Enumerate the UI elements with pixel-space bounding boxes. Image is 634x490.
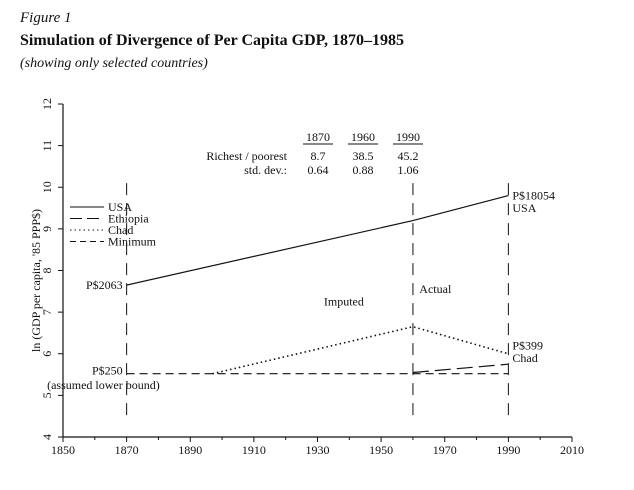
annotation-assumed-lower-bound: (assumed lower bound): [47, 378, 160, 392]
y-tick-label-4: 4: [40, 434, 54, 440]
table-header-1960: 1960: [351, 130, 375, 144]
x-tick-label-1990: 1990: [496, 443, 520, 457]
x-tick-label-1970: 1970: [433, 443, 457, 457]
table-header-1870: 1870: [306, 130, 330, 144]
annotation-actual: Actual: [419, 282, 452, 296]
x-tick-label-1950: 1950: [369, 443, 393, 457]
annotation-p-2063: P$2063: [86, 278, 123, 292]
legend-label-ethiopia: Ethiopia: [108, 212, 149, 226]
figure-title: Simulation of Divergence of Per Capita G…: [20, 32, 404, 49]
table-cell-0-1: 38.5: [353, 149, 374, 163]
series-line-usa: [126, 195, 509, 286]
legend-label-usa: USA: [108, 200, 132, 214]
table-cell-0-0: 8.7: [311, 149, 326, 163]
annotation-p-399: P$399: [512, 338, 543, 352]
x-tick-label-1870: 1870: [115, 443, 139, 457]
figure-label: Figure 1: [20, 10, 72, 26]
table-row-label-0: Richest / poorest: [206, 149, 287, 163]
legend-label-minimum: Minimum: [108, 235, 157, 249]
table-header-1990: 1990: [396, 130, 420, 144]
y-tick-label-7: 7: [40, 309, 54, 315]
table-row-label-1: std. dev.:: [244, 163, 287, 177]
figure-subtitle: (showing only selected countries): [20, 56, 208, 71]
annotation-usa: USA: [512, 201, 536, 215]
annotation-p-18054: P$18054: [512, 189, 555, 203]
table-cell-0-2: 45.2: [398, 149, 419, 163]
y-tick-label-9: 9: [40, 226, 54, 232]
annotation-imputed: Imputed: [324, 295, 364, 309]
y-tick-label-5: 5: [40, 392, 54, 398]
series-line-ethiopia: [412, 363, 509, 374]
legend-label-chad: Chad: [108, 223, 133, 237]
y-tick-label-8: 8: [40, 268, 54, 274]
series-line-chad: [212, 325, 509, 375]
x-tick-label-1910: 1910: [242, 443, 266, 457]
x-tick-label-1930: 1930: [306, 443, 330, 457]
annotation-chad: Chad: [512, 351, 537, 365]
table-cell-1-0: 0.64: [308, 163, 329, 177]
x-tick-label-1890: 1890: [178, 443, 202, 457]
y-axis-label: ln (GDP per capita, '85 PPP$): [29, 209, 43, 352]
y-tick-label-10: 10: [40, 181, 54, 193]
annotation-p-250: P$250: [92, 363, 123, 377]
x-tick-label-2010: 2010: [560, 443, 584, 457]
y-tick-label-6: 6: [40, 351, 54, 357]
table-cell-1-2: 1.06: [398, 163, 419, 177]
x-tick-label-1850: 1850: [51, 443, 75, 457]
y-tick-label-12: 12: [40, 98, 54, 110]
y-tick-label-11: 11: [40, 140, 54, 152]
table-cell-1-1: 0.88: [353, 163, 374, 177]
